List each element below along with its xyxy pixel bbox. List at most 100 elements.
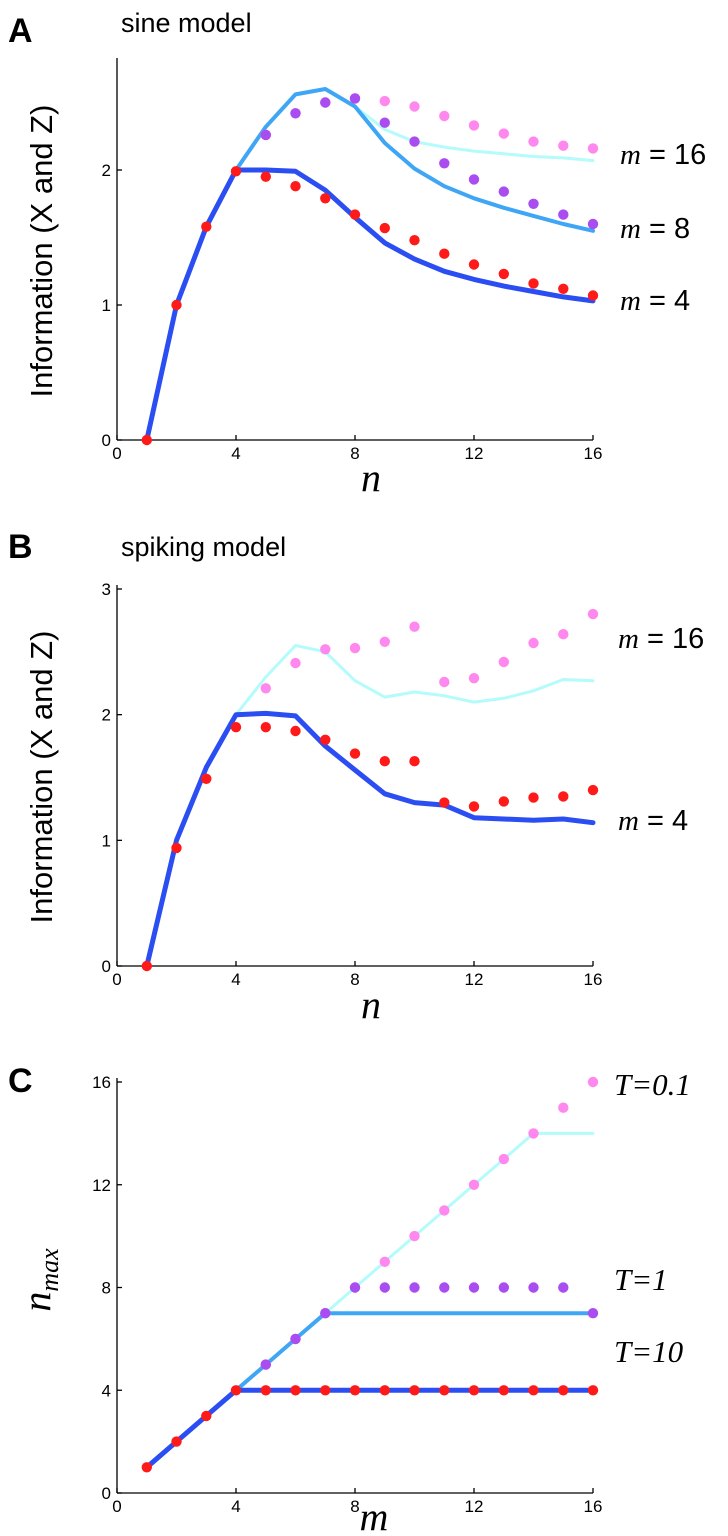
- data-point: [498, 656, 509, 668]
- data-point: [290, 1333, 301, 1345]
- data-point: [498, 128, 509, 139]
- data-point: [409, 621, 420, 632]
- x-tick-label: 0: [112, 1497, 121, 1516]
- data-point: [587, 290, 599, 301]
- data-point: [409, 1282, 420, 1293]
- data-point: [558, 140, 569, 151]
- data-point: [379, 1385, 390, 1396]
- x-axis-label: m: [360, 1494, 389, 1536]
- chart-title: spiking model: [121, 532, 286, 562]
- series-line: [144, 167, 596, 443]
- data-point: [171, 842, 182, 854]
- data-point: [468, 1179, 480, 1191]
- data-point: [528, 278, 539, 289]
- data-point: [349, 748, 361, 759]
- data-point: [439, 797, 450, 808]
- data-point: [201, 1410, 212, 1422]
- series-line: [145, 87, 595, 442]
- data-point: [439, 158, 450, 169]
- y-tick-label: 0: [102, 957, 111, 976]
- data-point: [379, 1282, 390, 1293]
- data-point: [290, 725, 301, 737]
- x-axis-label: n: [361, 982, 381, 1027]
- data-point: [141, 960, 152, 972]
- data-point: [439, 1205, 450, 1216]
- data-point: [171, 1436, 182, 1447]
- series-label: m = 8: [620, 213, 690, 245]
- panel-letter: A: [8, 12, 33, 50]
- series-label: m = 16: [618, 623, 704, 655]
- data-point: [171, 299, 182, 311]
- data-point: [379, 117, 390, 128]
- x-tick-label: 4: [231, 970, 240, 989]
- series-label: m = 4: [618, 805, 688, 837]
- data-point: [528, 136, 539, 147]
- data-point: [468, 259, 480, 270]
- data-point: [409, 136, 420, 147]
- data-point: [260, 171, 271, 182]
- data-point: [349, 1385, 361, 1396]
- data-point: [468, 801, 480, 812]
- data-point: [409, 756, 420, 767]
- y-tick-label: 4: [102, 1381, 111, 1400]
- data-point: [439, 248, 450, 259]
- data-point: [528, 1128, 539, 1139]
- data-point: [260, 683, 271, 694]
- data-point: [290, 181, 301, 192]
- x-tick-label: 16: [584, 444, 603, 463]
- panel-letter: B: [8, 528, 33, 566]
- series-label: m = 16: [620, 139, 706, 171]
- x-tick-label: 16: [584, 970, 603, 989]
- data-point: [498, 1385, 509, 1396]
- data-point: [201, 221, 212, 232]
- x-tick-label: 8: [350, 1497, 359, 1516]
- data-point: [379, 222, 390, 234]
- x-axis-label: n: [361, 455, 381, 500]
- data-point: [528, 1385, 539, 1396]
- data-point: [141, 434, 152, 446]
- data-point: [290, 108, 301, 119]
- series-label: T=10: [614, 1334, 684, 1369]
- y-tick-label: 16: [92, 1073, 111, 1092]
- data-point: [320, 734, 331, 745]
- data-point: [468, 174, 480, 185]
- y-tick-label: 2: [102, 706, 111, 725]
- x-tick-label: 0: [112, 444, 121, 463]
- x-tick-label: 8: [350, 970, 359, 989]
- data-point: [290, 1385, 301, 1396]
- data-point: [320, 1308, 331, 1319]
- data-point: [409, 235, 420, 246]
- data-point: [320, 644, 331, 655]
- data-point: [379, 756, 390, 767]
- data-point: [290, 657, 301, 669]
- data-point: [349, 1282, 361, 1293]
- data-point: [468, 120, 480, 131]
- series-label: T=1: [614, 1262, 668, 1297]
- series-line: [145, 644, 595, 968]
- data-point: [498, 186, 509, 197]
- y-axis-label: Information (X and Z): [24, 105, 59, 398]
- series-line: [144, 87, 595, 442]
- data-point: [587, 1385, 599, 1396]
- data-point: [260, 722, 271, 733]
- y-tick-label: 0: [102, 1484, 111, 1503]
- data-point: [379, 1256, 390, 1268]
- x-tick-label: 12: [465, 970, 484, 989]
- data-point: [528, 198, 539, 209]
- series-label: m = 4: [620, 285, 690, 317]
- data-point: [439, 1385, 450, 1396]
- data-point: [260, 1385, 271, 1396]
- data-point: [260, 129, 271, 141]
- y-axis-label: Information (X and Z): [24, 631, 59, 924]
- data-point: [587, 1308, 599, 1319]
- data-point: [468, 1385, 480, 1396]
- data-point: [558, 209, 569, 220]
- series-label: T=0.1: [614, 1067, 691, 1102]
- data-point: [528, 1282, 539, 1293]
- data-point: [528, 792, 539, 803]
- data-point: [587, 1076, 599, 1088]
- data-point: [587, 784, 599, 796]
- data-point: [349, 642, 361, 654]
